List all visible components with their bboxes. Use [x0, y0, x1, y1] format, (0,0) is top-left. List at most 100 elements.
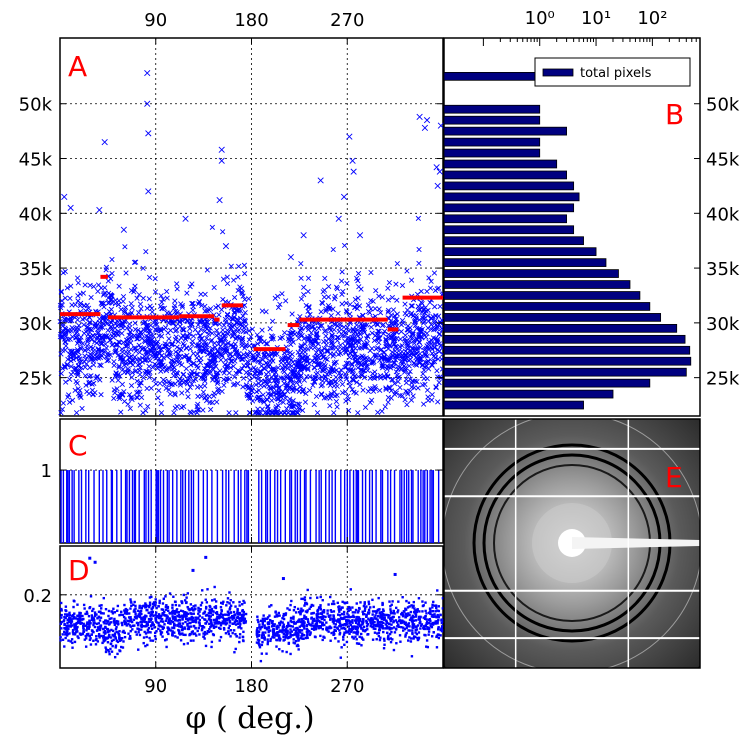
scatter-point — [296, 621, 298, 623]
scatter-point — [167, 622, 169, 624]
legend-swatch — [543, 69, 573, 76]
scatter-point — [283, 639, 285, 641]
panel-b-letter: B — [665, 98, 684, 131]
scatter-point — [138, 628, 140, 630]
scatter-point — [165, 604, 167, 606]
scatter-point — [316, 622, 318, 624]
scatter-point — [293, 609, 295, 611]
scatter-point — [211, 599, 213, 601]
scatter-point — [278, 637, 280, 639]
scatter-point — [264, 631, 266, 633]
scatter-point — [425, 612, 427, 614]
scatter-point — [75, 617, 77, 619]
scatter-point — [416, 608, 418, 610]
scatter-point — [177, 629, 179, 631]
scatter-point — [436, 589, 438, 591]
scatter-point — [76, 628, 78, 630]
scatter-point — [364, 601, 366, 603]
scatter-point — [367, 623, 369, 625]
scatter-point — [125, 610, 127, 612]
scatter-point — [421, 610, 423, 612]
scatter-point — [383, 647, 385, 649]
scatter-point — [193, 625, 195, 627]
scatter-point — [219, 628, 221, 630]
scatter-point — [289, 633, 291, 635]
scatter-point — [356, 602, 358, 604]
scatter-point — [233, 617, 235, 619]
scatter-point — [88, 615, 90, 617]
scatter-point — [155, 611, 157, 613]
scatter-point — [380, 624, 382, 626]
scatter-point — [241, 619, 243, 621]
scatter-point — [201, 602, 203, 604]
scatter-point — [110, 621, 112, 623]
scatter-point — [190, 639, 192, 641]
scatter-point — [135, 615, 137, 617]
scatter-point — [238, 601, 240, 603]
scatter-point — [412, 627, 414, 629]
scatter-point — [379, 639, 381, 641]
scatter-point — [231, 623, 233, 625]
scatter-point — [382, 608, 384, 610]
scatter-point — [151, 628, 153, 630]
y-tick-label-left: 45k — [19, 150, 53, 171]
scatter-point — [187, 625, 189, 627]
scatter-point — [208, 628, 210, 630]
scatter-point — [137, 622, 139, 624]
scatter-point — [320, 626, 322, 628]
scatter-point — [359, 601, 361, 603]
scatter-point — [117, 623, 119, 625]
scatter-point — [97, 640, 99, 642]
scatter-point — [143, 636, 145, 638]
scatter-point — [333, 622, 335, 624]
scatter-point — [212, 624, 214, 626]
scatter-point — [197, 609, 199, 611]
scatter-point — [363, 626, 365, 628]
scatter-point — [118, 614, 120, 616]
scatter-point — [432, 622, 434, 624]
scatter-point — [353, 625, 355, 627]
scatter-point — [185, 596, 187, 598]
scatter-point — [162, 602, 164, 604]
scatter-point — [175, 604, 177, 606]
scatter-point — [275, 645, 277, 647]
scatter-point — [321, 613, 323, 615]
scatter-point — [152, 615, 154, 617]
scatter-point — [233, 651, 235, 653]
scatter-point — [81, 633, 83, 635]
scatter-point — [176, 615, 178, 617]
scatter-point — [235, 648, 237, 650]
scatter-point — [72, 629, 74, 631]
scatter-point — [129, 637, 131, 639]
scatter-point — [197, 607, 199, 609]
scatter-point — [147, 629, 149, 631]
scatter-point — [278, 648, 280, 650]
scatter-point — [129, 635, 131, 637]
scatter-point — [281, 650, 283, 652]
scatter-point — [362, 613, 364, 615]
scatter-point — [362, 618, 364, 620]
scatter-point — [90, 595, 92, 597]
scatter-point — [337, 602, 339, 604]
histogram-bar — [444, 259, 606, 267]
scatter-point — [213, 621, 215, 623]
scatter-point — [204, 622, 206, 624]
scatter-point — [229, 606, 231, 608]
scatter-point — [82, 625, 84, 627]
scatter-point — [405, 613, 407, 615]
scatter-point — [381, 626, 383, 628]
scatter-point — [105, 651, 107, 653]
scatter-point — [180, 600, 182, 602]
scatter-point — [165, 646, 167, 648]
scatter-point — [145, 624, 147, 626]
scatter-point — [95, 643, 97, 645]
scatter-point — [339, 632, 341, 634]
scatter-point — [306, 634, 308, 636]
scatter-point — [403, 621, 405, 623]
scatter-point — [137, 648, 139, 650]
scatter-point — [401, 596, 403, 598]
scatter-point — [298, 618, 300, 620]
scatter-point — [309, 634, 311, 636]
scatter-point — [435, 604, 437, 606]
scatter-point — [174, 600, 176, 602]
